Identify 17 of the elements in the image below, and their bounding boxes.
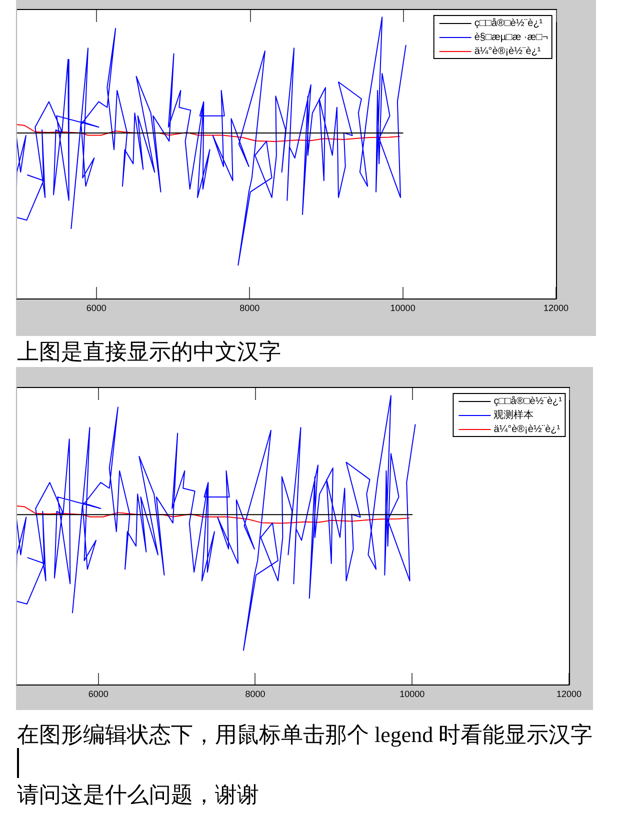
- x-tick-label: 12000: [556, 688, 582, 699]
- x-tick-label: 8000: [245, 688, 266, 699]
- legend-label: ä¼°è®¡è½¨è¿¹: [494, 424, 560, 434]
- legend-label: 观测样本: [494, 408, 534, 422]
- x-tick-label: 8000: [240, 302, 260, 313]
- legend-label: ç□□å®□è½¨è¿¹: [494, 396, 562, 406]
- x-tick-label: 6000: [86, 302, 106, 313]
- legend-label: ç□□å®□è½¨è¿¹: [474, 18, 543, 28]
- text: 请问这是什么问题，谢谢: [17, 782, 259, 808]
- text: 上图是直接显示的中文汉字: [17, 339, 281, 365]
- legend-label: è§□æµ□æ ·æ□¬: [474, 32, 548, 42]
- x-tick-label: 6000: [88, 688, 108, 699]
- legend-label: ä¼°è®¡è½¨è¿¹: [474, 46, 541, 56]
- x-tick-label: 10000: [390, 302, 416, 313]
- x-tick-label: 12000: [543, 302, 569, 313]
- text: 在图形编辑状态下，用鼠标单击那个 legend 时看能显示汉字: [17, 722, 593, 748]
- x-tick-label: 10000: [400, 688, 425, 699]
